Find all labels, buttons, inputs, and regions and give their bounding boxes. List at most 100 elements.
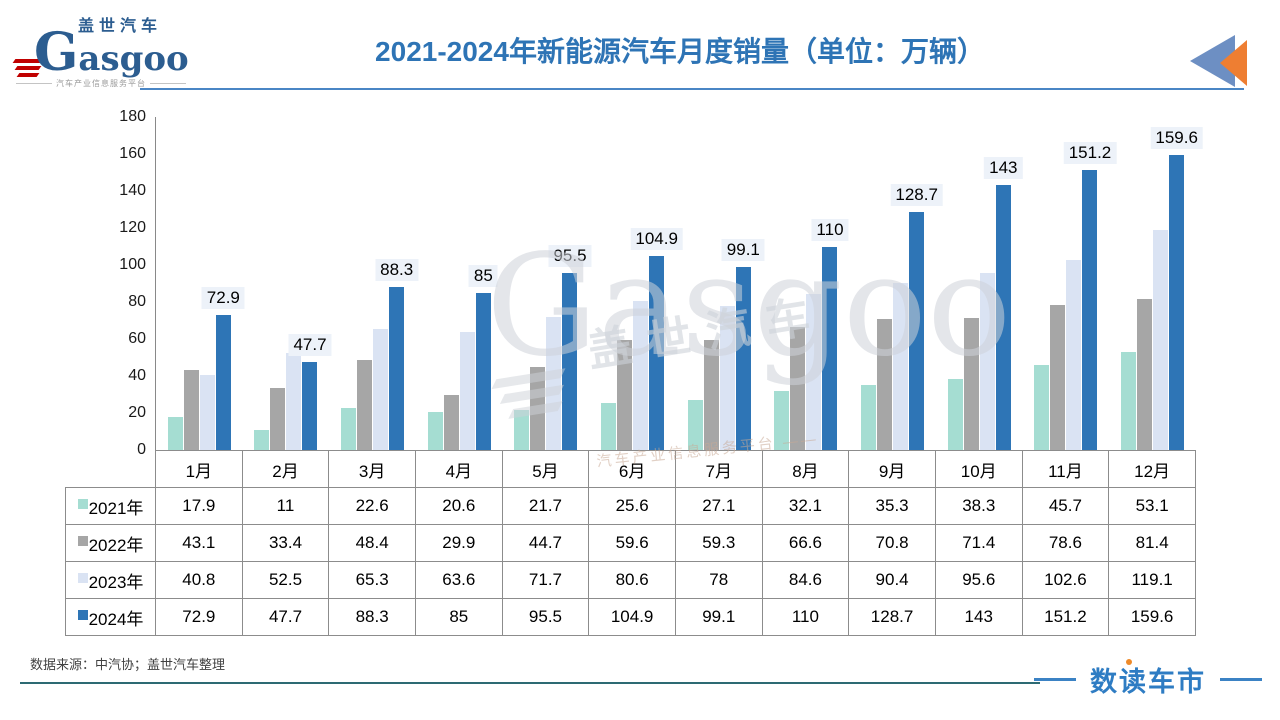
cell-2022年-10月: 71.4 bbox=[934, 524, 1023, 562]
data-table: 1月 2月 3月 4月 5月 6月 7月 8月 9月 10月 11月 12月 2021年 17.9 11 22… bbox=[65, 450, 1196, 636]
brand-text: 数读车市 bbox=[1090, 659, 1206, 699]
brand-dash-left bbox=[1034, 678, 1076, 681]
bar-2023年-6月 bbox=[633, 300, 649, 450]
legend-swatch-2024年 bbox=[77, 609, 88, 620]
tagline-text: 汽车产业信息服务平台 bbox=[56, 79, 146, 88]
table-row-2021年: 2021年 17.9 11 22.6 20.6 21.7 25.6 27.1 32.1 35.3 3… bbox=[65, 487, 1196, 525]
bar-2022年-9月 bbox=[877, 319, 893, 450]
bar-2023年-5月 bbox=[546, 317, 562, 450]
bar-value-label-6月: 104.9 bbox=[630, 227, 683, 250]
bar-2023年-7月 bbox=[719, 305, 735, 450]
month-header-8月: 8月 bbox=[761, 450, 850, 488]
table-row-2024年: 2024年 72.9 47.7 88.3 85 95.5 104.9 99.1 110 128.7… bbox=[65, 598, 1196, 636]
cell-2024年-2月: 47.7 bbox=[241, 598, 330, 636]
cell-2023年-1月: 40.8 bbox=[155, 561, 243, 599]
row-header-2023年: 2023年 bbox=[65, 561, 156, 599]
table-row-2023年: 2023年 40.8 52.5 65.3 63.6 71.7 80.6 78 84.6 90.4 9… bbox=[65, 561, 1196, 599]
cell-2022年-7月: 59.3 bbox=[674, 524, 763, 562]
page-title: 2021-2024年新能源汽车月度销量（单位：万辆） bbox=[375, 36, 985, 67]
cell-2022年-9月: 70.8 bbox=[848, 524, 936, 562]
bar-group-4月: 85 bbox=[416, 117, 503, 450]
cell-2021年-10月: 38.3 bbox=[934, 487, 1023, 525]
brand-orange-dot-icon bbox=[1126, 659, 1132, 665]
bar-2021年-6月 bbox=[601, 402, 617, 450]
orange-left-triangle-icon bbox=[1220, 40, 1247, 86]
bar-2021年-8月 bbox=[774, 390, 790, 450]
bar-2022年-11月 bbox=[1050, 304, 1066, 450]
bar-2022年-8月 bbox=[790, 326, 806, 450]
bar-2024年-2月 bbox=[302, 361, 318, 450]
bar-2024年-9月 bbox=[909, 211, 925, 450]
bar-2023年-9月 bbox=[893, 282, 909, 450]
bar-2024年-1月 bbox=[215, 315, 231, 450]
bar-value-label-11月: 151.2 bbox=[1063, 142, 1117, 165]
cell-2021年-1月: 17.9 bbox=[155, 487, 243, 525]
shuducheshi-logo: 数读车市 bbox=[1034, 659, 1262, 699]
bar-2022年-1月 bbox=[183, 370, 199, 450]
bar-group-6月: 104.9 bbox=[589, 117, 683, 450]
legend-swatch-2022年 bbox=[77, 535, 88, 546]
bar-2023年-4月 bbox=[459, 332, 475, 450]
bar-2023年-8月 bbox=[806, 293, 822, 450]
cell-2022年-1月: 43.1 bbox=[155, 524, 243, 562]
cell-2023年-6月: 80.6 bbox=[588, 561, 676, 599]
bar-group-2月: 47.7 bbox=[243, 117, 332, 450]
bar-2022年-10月 bbox=[963, 317, 979, 450]
bar-2023年-10月 bbox=[979, 273, 995, 450]
month-header-3月: 3月 bbox=[328, 450, 416, 488]
y-axis-tick-20: 20 bbox=[128, 404, 146, 421]
table-row-2022年: 2022年 43.1 33.4 48.4 29.9 44.7 59.6 59.3 66.6 70.… bbox=[65, 524, 1196, 562]
tagline-rule-left bbox=[16, 83, 52, 84]
back-arrows-icon[interactable] bbox=[1180, 0, 1280, 100]
y-axis-tick-60: 60 bbox=[128, 330, 146, 347]
cell-2022年-8月: 66.6 bbox=[761, 524, 850, 562]
bar-value-label-7月: 99.1 bbox=[721, 238, 765, 261]
bar-2022年-7月 bbox=[703, 340, 719, 450]
bar-2024年-11月 bbox=[1082, 170, 1098, 450]
bar-2024年-3月 bbox=[389, 286, 405, 450]
cell-2022年-11月: 78.6 bbox=[1021, 524, 1110, 562]
bar-2022年-12月 bbox=[1137, 299, 1153, 450]
bar-2023年-2月 bbox=[286, 352, 302, 450]
cell-2022年-5月: 44.7 bbox=[501, 524, 590, 562]
month-header-4月: 4月 bbox=[414, 450, 503, 488]
y-axis-tick-120: 120 bbox=[119, 219, 146, 236]
cell-2023年-8月: 84.6 bbox=[761, 561, 850, 599]
brand-dash-right bbox=[1220, 678, 1262, 681]
bar-2022年-5月 bbox=[530, 367, 546, 450]
gasgoo-logo: 盖世汽车 Gasgoo 汽车产业信息服务平台 bbox=[12, 12, 189, 90]
bar-2023年-3月 bbox=[373, 329, 389, 450]
row-header-2021年: 2021年 bbox=[65, 487, 156, 525]
row-header-2024年: 2024年 bbox=[65, 598, 156, 636]
bar-2024年-7月 bbox=[735, 266, 751, 450]
tagline-rule-right bbox=[150, 83, 186, 84]
cell-2021年-6月: 25.6 bbox=[588, 487, 676, 525]
brand-label: 数读车市 bbox=[1090, 667, 1206, 697]
bar-2024年-12月 bbox=[1169, 154, 1185, 450]
bar-group-10月: 143 bbox=[936, 117, 1023, 450]
cell-2021年-2月: 11 bbox=[241, 487, 330, 525]
month-header-12月: 12月 bbox=[1108, 450, 1196, 488]
cell-2023年-5月: 71.7 bbox=[501, 561, 590, 599]
cell-2023年-7月: 78 bbox=[674, 561, 763, 599]
bar-2024年-5月 bbox=[562, 273, 578, 450]
bar-2021年-1月 bbox=[167, 416, 183, 450]
y-axis-tick-100: 100 bbox=[119, 256, 146, 273]
cell-2024年-4月: 85 bbox=[414, 598, 503, 636]
bar-value-label-3月: 88.3 bbox=[375, 258, 419, 281]
bar-2022年-2月 bbox=[270, 388, 286, 450]
logo-tagline: 汽车产业信息服务平台 bbox=[16, 78, 186, 89]
bar-group-12月: 159.6 bbox=[1109, 117, 1203, 450]
bar-2022年-6月 bbox=[617, 339, 633, 450]
bar-2024年-8月 bbox=[822, 246, 838, 450]
bar-2022年-4月 bbox=[443, 394, 459, 450]
y-axis-tick-180: 180 bbox=[119, 108, 146, 125]
row-header-2022年: 2022年 bbox=[65, 524, 156, 562]
cell-2023年-11月: 102.6 bbox=[1021, 561, 1110, 599]
bar-group-8月: 110 bbox=[763, 117, 850, 450]
cell-2023年-4月: 63.6 bbox=[414, 561, 503, 599]
cell-2024年-11月: 151.2 bbox=[1021, 598, 1110, 636]
cell-2023年-3月: 65.3 bbox=[328, 561, 416, 599]
cell-2021年-7月: 27.1 bbox=[674, 487, 763, 525]
